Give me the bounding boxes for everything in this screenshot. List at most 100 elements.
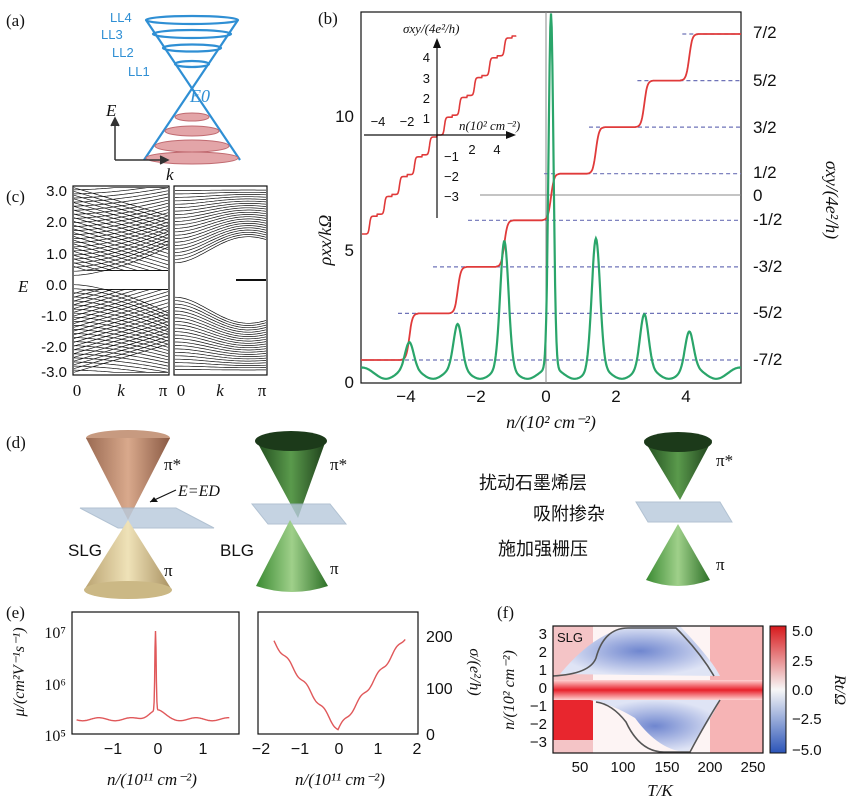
band-line bbox=[175, 211, 267, 226]
ll-neg2 bbox=[164, 125, 220, 137]
band-line bbox=[73, 213, 169, 243]
e-right-y-tick: 100 bbox=[426, 681, 453, 698]
f-y-tick: −1 bbox=[530, 698, 547, 715]
band-line bbox=[74, 300, 169, 326]
band-line bbox=[74, 193, 169, 207]
f-y-tick: 0 bbox=[539, 680, 547, 697]
band-line bbox=[174, 296, 267, 324]
band-line bbox=[174, 220, 267, 240]
inset-x-tick: 2 bbox=[468, 142, 475, 157]
f-frame bbox=[552, 625, 764, 754]
band-line bbox=[73, 221, 169, 250]
f-y-tick: −2 bbox=[530, 716, 547, 733]
ll1-ellipse bbox=[173, 59, 211, 69]
band-line bbox=[73, 306, 169, 336]
panel-e: (e) 10⁷ 10⁶ 10⁵ −1 0 1 μ/(cm²V⁻¹s⁻¹) n/(… bbox=[6, 603, 483, 789]
band-line bbox=[74, 337, 169, 354]
slg-label: SLG bbox=[68, 541, 102, 560]
inset-y-tick: 3 bbox=[423, 71, 430, 86]
b-x-tick: 2 bbox=[611, 387, 620, 406]
e-right-y-tick: 0 bbox=[426, 727, 435, 744]
b-right-tick: 5/2 bbox=[753, 71, 777, 90]
band-line bbox=[174, 227, 267, 250]
gapped-cone bbox=[635, 432, 733, 586]
f-heatmap bbox=[552, 626, 763, 753]
e-left-x-tick: 0 bbox=[154, 741, 163, 758]
e-ed-label: E=ED bbox=[177, 483, 220, 500]
band-line bbox=[73, 294, 169, 324]
band-line bbox=[73, 198, 169, 228]
c-y-tick: 3.0 bbox=[46, 183, 67, 200]
b-right-tick: 0 bbox=[753, 186, 762, 205]
band-line bbox=[175, 334, 267, 349]
f-cbar-tick: 5.0 bbox=[792, 623, 813, 640]
slg-cone bbox=[79, 430, 215, 599]
b-right-tick: 7/2 bbox=[753, 23, 777, 42]
e-right-x-label: n/(10¹¹ cm⁻²) bbox=[295, 770, 385, 789]
e-left-y-tick: 10⁷ bbox=[44, 625, 66, 642]
e-left-x-tick: 1 bbox=[199, 741, 208, 758]
panel-d: (d) π* π SLG E=ED π* π BLG 扰动石墨烯层 吸附掺杂 施… bbox=[6, 430, 733, 599]
panel-e-label: (e) bbox=[6, 603, 25, 622]
band-line bbox=[73, 246, 169, 276]
band-line bbox=[175, 300, 267, 326]
c-x-tick: π bbox=[258, 381, 267, 400]
band-line bbox=[73, 292, 169, 320]
gap-pi: π bbox=[716, 555, 725, 574]
band-line bbox=[74, 329, 169, 348]
band-line bbox=[175, 362, 267, 366]
c-y-tick: -1.0 bbox=[41, 308, 67, 325]
band-line bbox=[74, 187, 169, 199]
panel-c: (c) E 3.0 2.0 1.0 0.0 -1.0 -2.0 -3.0 0 k… bbox=[6, 183, 268, 400]
ek-axes bbox=[110, 116, 170, 165]
b-right-tick: -5/2 bbox=[753, 303, 782, 322]
band-line bbox=[74, 361, 169, 373]
band-line bbox=[174, 198, 267, 205]
band-line bbox=[175, 324, 267, 342]
f-x-tick: 200 bbox=[697, 759, 722, 776]
c-y-tick: 1.0 bbox=[46, 246, 67, 263]
inset-y-tick: 4 bbox=[423, 50, 430, 65]
conductivity-curve bbox=[273, 638, 406, 731]
ll2-ellipse bbox=[161, 43, 223, 53]
c-right-bands bbox=[174, 189, 267, 371]
band-line bbox=[175, 194, 267, 198]
band-line bbox=[175, 200, 267, 209]
band-line bbox=[74, 349, 169, 364]
b-x-tick: 4 bbox=[681, 387, 690, 406]
band-line bbox=[73, 228, 169, 258]
band-line bbox=[175, 191, 266, 195]
b-x-label: n/(10² cm⁻²) bbox=[506, 412, 596, 433]
band-line bbox=[73, 340, 169, 369]
band-line bbox=[73, 191, 169, 220]
ll-neg1 bbox=[174, 112, 210, 122]
cone-line-right bbox=[143, 19, 239, 161]
band-line bbox=[73, 302, 169, 332]
band-line bbox=[175, 196, 267, 202]
f-x-tick: 150 bbox=[654, 759, 679, 776]
f-cbar-tick: 2.5 bbox=[792, 653, 813, 670]
band-line bbox=[174, 331, 267, 346]
band-line bbox=[175, 203, 267, 212]
band-line bbox=[174, 214, 267, 229]
band-line bbox=[73, 313, 169, 343]
ll-neg4 bbox=[145, 151, 239, 165]
f-slg-tag: SLG bbox=[557, 630, 583, 645]
c-y-tick: 0.0 bbox=[46, 277, 67, 294]
band-line bbox=[175, 341, 267, 353]
band-line bbox=[73, 310, 169, 339]
b-y-tick: 5 bbox=[345, 241, 354, 260]
band-line bbox=[73, 266, 168, 271]
f-y-tick: 3 bbox=[539, 626, 547, 643]
band-line bbox=[73, 296, 169, 323]
c-x-ticks: 0 k π 0 k π bbox=[73, 381, 267, 400]
ll2-label: LL2 bbox=[112, 45, 134, 60]
band-line bbox=[73, 228, 169, 252]
slg-pi: π bbox=[164, 561, 173, 580]
band-line bbox=[73, 369, 168, 373]
inset-y-tick: 2 bbox=[423, 91, 430, 106]
b-x-tick: −4 bbox=[396, 387, 415, 406]
blg-label: BLG bbox=[220, 541, 254, 560]
band-line bbox=[73, 224, 169, 254]
b-left-ticks: 0 5 10 bbox=[335, 107, 354, 392]
